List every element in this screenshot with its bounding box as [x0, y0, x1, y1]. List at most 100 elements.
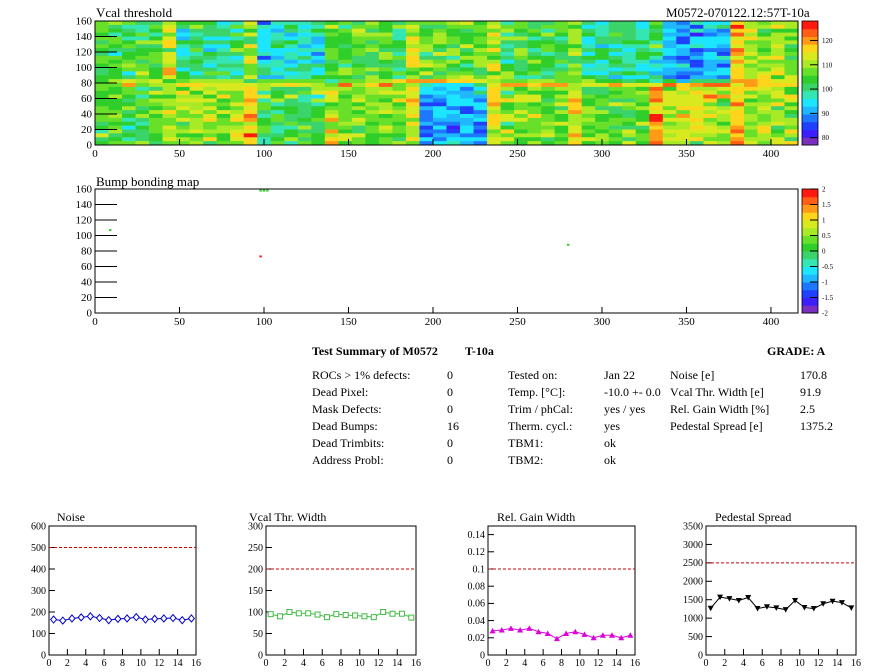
heatmap-cell — [554, 133, 569, 138]
heatmap-cell — [703, 36, 718, 41]
heatmap-cell — [122, 141, 136, 146]
heatmap-cell — [284, 137, 299, 142]
heatmap-cell — [419, 141, 434, 146]
heatmap-cell — [487, 63, 501, 68]
heatmap-cell — [784, 32, 799, 37]
heatmap-cell — [608, 117, 623, 123]
heatmap-cell — [297, 36, 312, 41]
heatmap-cell — [203, 94, 217, 99]
heatmap-cell — [176, 24, 190, 30]
x-tick-label: 100 — [256, 316, 273, 328]
heatmap-cell — [500, 75, 515, 80]
heatmap-cell — [554, 125, 569, 130]
heatmap-cell — [162, 117, 177, 123]
heatmap-cell — [176, 110, 190, 115]
heatmap-cell — [284, 79, 299, 84]
heatmap-cell — [230, 67, 245, 72]
heatmap-cell — [703, 21, 718, 26]
heatmap-cell — [487, 40, 501, 45]
heatmap-cell — [460, 63, 474, 68]
heatmap-cell — [662, 24, 677, 30]
heatmap-cell — [108, 83, 123, 88]
heatmap-cell — [257, 102, 272, 107]
heatmap-cell — [324, 79, 339, 84]
heatmap-cell — [514, 86, 528, 92]
heatmap-cell — [324, 21, 339, 26]
heatmap-cell — [595, 121, 610, 126]
heatmap-cell — [622, 21, 637, 26]
y-tick-label: 40 — [81, 109, 93, 121]
heatmap-cell — [392, 141, 407, 146]
heatmap-cell — [135, 83, 150, 88]
heatmap-cell — [216, 141, 231, 146]
heatmap-cell — [743, 102, 758, 107]
heatmap-cell — [108, 32, 123, 37]
heatmap-cell — [216, 71, 231, 76]
heatmap-cell — [378, 59, 393, 64]
data-point — [820, 601, 827, 607]
heatmap-cell — [446, 36, 461, 41]
heatmap-cell — [622, 55, 637, 61]
heatmap-cell — [581, 98, 596, 103]
heatmap-cell — [608, 106, 623, 111]
heatmap-cell — [730, 63, 745, 68]
heatmap-cell — [473, 48, 488, 53]
y-tick-label: 2500 — [683, 558, 703, 569]
series-line — [492, 627, 631, 640]
heatmap-cell — [716, 121, 731, 126]
palette-swatch — [802, 251, 818, 260]
heatmap-cell — [500, 28, 515, 33]
heatmap-cell — [108, 63, 123, 68]
heatmap-cell — [351, 75, 366, 80]
heatmap-cell — [189, 48, 204, 53]
heatmap-cell — [365, 75, 380, 80]
heatmap-cell — [311, 67, 326, 72]
heatmap-cell — [689, 21, 704, 26]
heatmap-cell — [270, 98, 285, 103]
heatmap-cell — [203, 110, 217, 115]
heatmap-cell — [162, 86, 177, 92]
y-tick-label: 0.08 — [468, 582, 486, 593]
heatmap-cell — [270, 59, 285, 64]
heatmap-cell — [216, 117, 231, 123]
heatmap-cell — [405, 28, 420, 33]
heatmap-cell — [649, 44, 664, 49]
heatmap-cell — [257, 63, 272, 68]
heatmap-cell — [487, 48, 501, 53]
x-tick-label: 0 — [92, 316, 98, 328]
heatmap-cell — [635, 44, 650, 49]
y-tick-label: 20 — [81, 292, 93, 304]
summary-col2-label: TBM1: — [508, 436, 544, 450]
heatmap-cell — [514, 106, 528, 111]
heatmap-cell — [689, 129, 704, 134]
heatmap-cell — [270, 44, 285, 49]
heatmap-cell — [635, 83, 650, 88]
heatmap-cell — [473, 67, 488, 72]
heatmap-cell — [581, 137, 596, 142]
heatmap-cell — [324, 36, 339, 41]
bump-defect — [266, 189, 269, 192]
heatmap-cell — [784, 83, 799, 88]
heatmap-cell — [432, 110, 447, 115]
heatmap-cell — [487, 133, 501, 138]
heatmap-cell — [432, 36, 447, 41]
heatmap-cell — [108, 55, 123, 61]
heatmap-cell — [365, 52, 380, 57]
heatmap-cell — [230, 94, 245, 99]
heatmap-cell — [676, 117, 691, 123]
heatmap-cell — [135, 137, 150, 142]
heatmap-cell — [527, 133, 542, 138]
heatmap-cell — [595, 94, 610, 99]
heatmap-cell — [689, 117, 704, 123]
heatmap-cell — [770, 121, 785, 126]
heatmap-cell — [392, 71, 407, 76]
heatmap-cell — [473, 106, 488, 111]
x-tick-label: 6 — [102, 658, 107, 669]
heatmap-cell — [149, 114, 163, 119]
heatmap-cell — [460, 75, 474, 80]
heatmap-cell — [419, 106, 434, 111]
heatmap-cell — [784, 137, 799, 142]
palette-swatch — [802, 227, 818, 236]
heatmap-cell — [432, 63, 447, 68]
heatmap-cell — [405, 71, 420, 76]
